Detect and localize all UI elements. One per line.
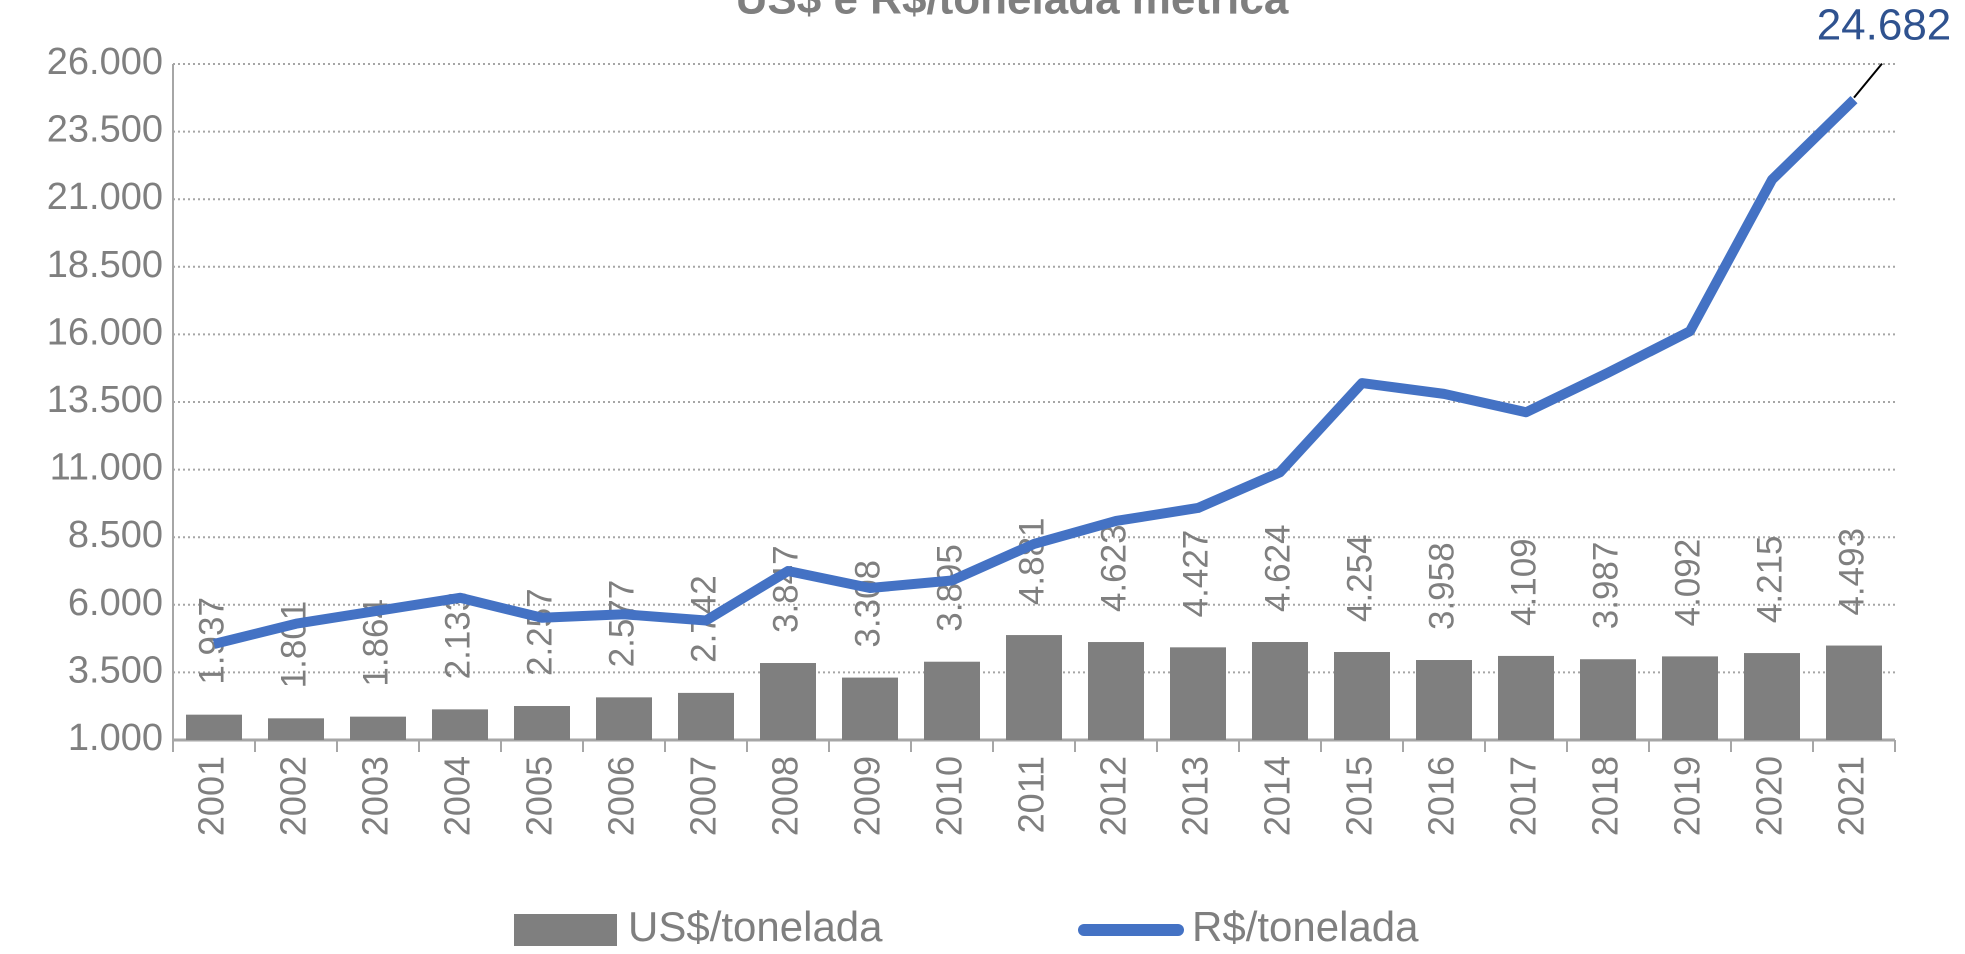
data-label: 3.847 [766,545,805,633]
bar [678,692,734,740]
bar [1416,660,1472,740]
x-tick-label: 2005 [519,756,560,836]
legend-label: R$/tonelada [1192,903,1419,950]
data-label: 4.215 [1750,535,1789,623]
x-tick-label: 2009 [847,756,888,836]
data-label: 3.987 [1586,542,1625,630]
data-label: 4.092 [1668,539,1707,627]
x-tick-label: 2002 [273,756,314,836]
y-tick-label: 16.000 [47,311,163,353]
x-tick-label: 2006 [601,756,642,836]
x-tick-label: 2021 [1831,756,1872,836]
x-tick-label: 2004 [437,756,478,836]
y-tick-label: 26.000 [47,41,163,83]
data-label: 4.493 [1832,528,1871,616]
y-tick-label: 18.500 [47,244,163,286]
bar [432,709,488,740]
data-label: 4.881 [1012,517,1051,605]
x-tick-label: 2012 [1093,756,1134,836]
y-tick-label: 11.000 [50,447,163,489]
x-tick-label: 2001 [191,756,232,836]
line [212,96,1858,649]
legend-label: US$/tonelada [628,903,883,950]
y-tick-label: 21.000 [47,176,163,218]
x-tick-label: 2019 [1667,756,1708,836]
bar [1170,647,1226,740]
bar [596,697,652,740]
x-tick-label: 2010 [929,756,970,836]
x-tick-label: 2020 [1749,756,1790,836]
data-label: 4.109 [1504,538,1543,626]
x-tick-label: 2015 [1339,756,1380,836]
y-tick-label: 13.500 [47,379,163,421]
data-label: 2.133 [438,592,477,680]
x-tick-label: 2018 [1585,756,1626,836]
bar [1006,635,1062,740]
leader-line [1853,63,1883,99]
chart-title: US$ e R$/tonelada métrica [736,0,1289,24]
data-label: 1.801 [274,601,313,689]
bar [1088,642,1144,740]
y-tick-label: 1.000 [68,717,163,759]
data-label: 4.623 [1094,524,1133,612]
data-label: 3.895 [930,544,969,632]
y-tick-label: 8.500 [68,514,163,556]
data-label: 4.254 [1340,534,1379,622]
bar [1252,642,1308,740]
y-tick-label: 3.500 [68,649,163,691]
bar [1580,659,1636,740]
bar [1826,645,1882,740]
bar [514,706,570,740]
x-tick-label: 2008 [765,756,806,836]
legend-swatch [514,914,617,946]
y-tick-label: 23.500 [47,109,163,151]
x-tick-label: 2017 [1503,756,1544,836]
data-label: 2.257 [520,588,559,676]
x-tick-label: 2014 [1257,756,1298,836]
x-tick-label: 2013 [1175,756,1216,836]
bar [924,661,980,740]
data-label: 3.308 [848,560,887,648]
x-tick-label: 2003 [355,756,396,836]
bar [1498,655,1554,740]
bar [186,714,242,740]
y-tick-label: 6.000 [68,582,163,624]
data-label: 4.624 [1258,524,1297,612]
bar [268,718,324,740]
bar [842,677,898,740]
x-tick-label: 2016 [1421,756,1462,836]
data-label: 24.682 [1817,0,1952,49]
x-tick-label: 2011 [1011,756,1052,833]
bar [760,663,816,740]
data-label: 2.577 [602,580,641,668]
data-label: 4.427 [1176,530,1215,618]
bar [1744,653,1800,740]
data-label: 3.958 [1422,542,1461,630]
bar [1334,652,1390,740]
x-tick-label: 2007 [683,756,724,836]
bar [350,716,406,740]
bar [1662,656,1718,740]
